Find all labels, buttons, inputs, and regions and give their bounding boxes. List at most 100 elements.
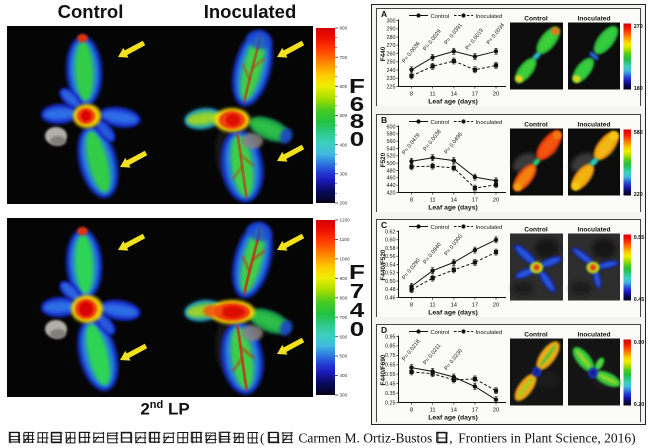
svg-text:1100: 1100: [340, 237, 350, 242]
svg-text:800: 800: [340, 295, 348, 300]
svg-text:0.90: 0.90: [633, 340, 644, 346]
svg-text:520: 520: [386, 153, 395, 159]
svg-text:Leaf age (days): Leaf age (days): [428, 415, 477, 422]
svg-text:F440: F440: [380, 46, 387, 61]
svg-text:290: 290: [386, 26, 395, 32]
svg-text:Control: Control: [524, 15, 548, 22]
svg-text:0.35: 0.35: [385, 391, 396, 397]
svg-text:20: 20: [492, 408, 498, 414]
svg-text:Control: Control: [430, 224, 449, 230]
svg-text:400: 400: [340, 373, 348, 378]
svg-text:Inoculated: Inoculated: [577, 121, 610, 128]
svg-text:200: 200: [340, 201, 348, 206]
svg-text:270: 270: [633, 24, 642, 30]
svg-text:0.65: 0.65: [385, 363, 396, 369]
svg-text:11: 11: [429, 91, 435, 97]
svg-text:17: 17: [471, 302, 477, 308]
svg-text:420: 420: [386, 190, 395, 196]
svg-text:0.45: 0.45: [385, 381, 396, 387]
svg-text:F520: F520: [380, 152, 387, 167]
svg-text:14: 14: [450, 91, 457, 97]
svg-text:0.20: 0.20: [633, 402, 644, 408]
svg-text:0.75: 0.75: [385, 353, 396, 359]
svg-text:0.58: 0.58: [385, 245, 396, 251]
svg-text:17: 17: [471, 408, 477, 414]
svg-text:11: 11: [429, 408, 435, 414]
svg-text:11: 11: [429, 197, 435, 203]
svg-text:Leaf age (days): Leaf age (days): [428, 309, 477, 316]
svg-text:300: 300: [340, 393, 348, 398]
svg-text:Inoculated: Inoculated: [577, 226, 610, 233]
svg-text:800: 800: [340, 26, 348, 31]
svg-text:180: 180: [633, 86, 642, 92]
svg-text:Leaf age (days): Leaf age (days): [428, 204, 477, 211]
svg-text:500: 500: [340, 113, 348, 118]
svg-text:Inoculated: Inoculated: [577, 332, 610, 339]
svg-text:500: 500: [386, 161, 395, 167]
svg-text:Control: Control: [430, 330, 449, 336]
svg-text:260: 260: [386, 51, 395, 57]
svg-text:14: 14: [450, 408, 457, 414]
svg-text:0.46: 0.46: [385, 295, 396, 301]
svg-text:0.54: 0.54: [385, 262, 396, 268]
svg-text:F440/F690: F440/F690: [380, 354, 387, 385]
svg-text:Inoculated: Inoculated: [475, 330, 502, 336]
svg-text:240: 240: [386, 67, 395, 73]
svg-text:220: 220: [633, 192, 642, 198]
svg-text:D: D: [381, 325, 387, 335]
svg-text:,: ,: [449, 431, 452, 446]
svg-text:600: 600: [340, 84, 348, 89]
svg-text:0.60: 0.60: [385, 237, 396, 243]
svg-text:0.25: 0.25: [385, 400, 396, 406]
svg-text:17: 17: [471, 197, 477, 203]
svg-text:Inoculated: Inoculated: [475, 13, 502, 19]
svg-text:0.56: 0.56: [385, 254, 396, 260]
svg-text:(: (: [260, 431, 265, 446]
svg-text:F440/F520: F440/F520: [380, 249, 387, 280]
svg-text:280: 280: [386, 34, 395, 40]
svg-text:17: 17: [471, 91, 477, 97]
svg-text:8: 8: [409, 408, 412, 414]
svg-text:20: 20: [492, 197, 498, 203]
svg-text:Inoculated: Inoculated: [577, 15, 610, 22]
svg-text:0.95: 0.95: [385, 334, 396, 340]
svg-text:900: 900: [340, 276, 348, 281]
svg-text:Inoculated: Inoculated: [475, 224, 502, 230]
svg-text:Control: Control: [524, 121, 548, 128]
svg-text:A: A: [381, 9, 387, 19]
svg-text:300: 300: [386, 18, 395, 24]
svg-text:480: 480: [386, 168, 395, 174]
svg-text:580: 580: [386, 131, 395, 137]
svg-text:500: 500: [340, 354, 348, 359]
svg-text:0.52: 0.52: [385, 270, 396, 276]
svg-text:14: 14: [450, 302, 457, 308]
svg-text:0.45: 0.45: [633, 297, 644, 303]
svg-text:600: 600: [386, 124, 395, 130]
svg-text:Control: Control: [524, 332, 548, 339]
svg-text:0.55: 0.55: [633, 235, 644, 241]
svg-text:1200: 1200: [340, 218, 351, 223]
svg-text:250: 250: [386, 59, 395, 65]
svg-text:560: 560: [386, 139, 395, 145]
svg-text:C: C: [381, 220, 387, 230]
svg-text:11: 11: [429, 302, 435, 308]
svg-text:270: 270: [386, 43, 395, 49]
svg-text:460: 460: [386, 175, 395, 181]
svg-text:14: 14: [450, 197, 457, 203]
svg-text:Leaf age (days): Leaf age (days): [428, 98, 477, 105]
svg-text:20: 20: [492, 302, 498, 308]
svg-text:580: 580: [633, 130, 642, 136]
svg-text:0.48: 0.48: [385, 287, 396, 293]
svg-text:Inoculated: Inoculated: [475, 119, 502, 125]
svg-text:1000: 1000: [340, 257, 351, 262]
svg-text:600: 600: [340, 334, 348, 339]
svg-text:Carmen M. Ortiz-Bustos: Carmen M. Ortiz-Bustos: [298, 431, 432, 446]
svg-text:440: 440: [386, 183, 395, 189]
svg-text:B: B: [381, 115, 387, 125]
svg-text:8: 8: [409, 91, 412, 97]
svg-text:8: 8: [409, 197, 412, 203]
svg-text:700: 700: [340, 55, 348, 60]
svg-text:540: 540: [386, 146, 395, 152]
svg-text:0.85: 0.85: [385, 344, 396, 350]
svg-text:0.55: 0.55: [385, 372, 396, 378]
